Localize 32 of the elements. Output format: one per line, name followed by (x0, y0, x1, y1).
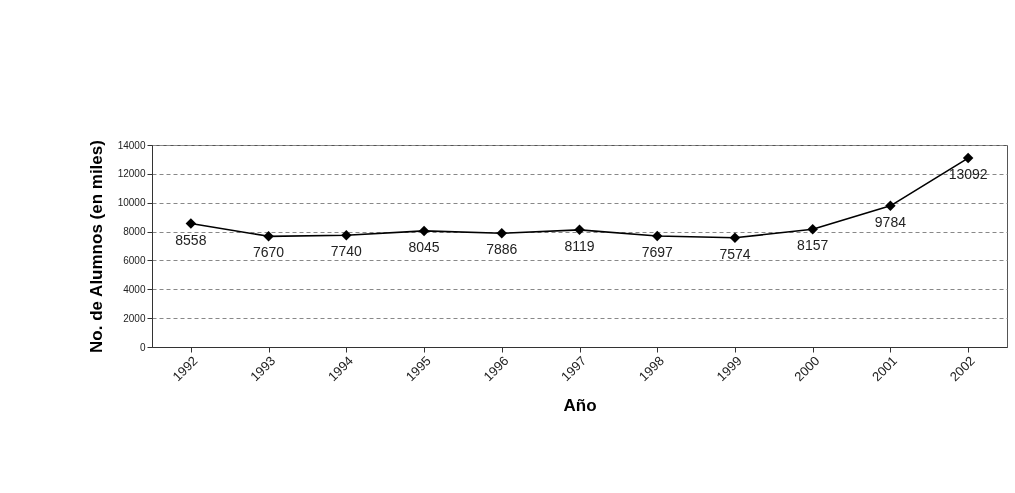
y-tick-label: 10000 (117, 197, 146, 209)
point (418, 225, 430, 237)
y-tick-label: 4000 (123, 283, 146, 295)
point (496, 227, 508, 239)
point (263, 231, 274, 242)
data-label: 7740 (330, 243, 363, 260)
y-tick-label: 6000 (123, 254, 146, 266)
data-label: 9784 (874, 213, 907, 230)
point (185, 218, 197, 229)
y-tick-label: 12000 (117, 168, 146, 180)
y-axis-title: No. de Alumnos (en miles) (86, 140, 106, 353)
point (341, 230, 352, 241)
point (962, 152, 974, 164)
data-label: 8157 (797, 237, 829, 254)
data-label: 7697 (641, 243, 674, 260)
point (651, 230, 663, 242)
data-label: 7670 (253, 244, 285, 261)
data-label: 8558 (175, 231, 207, 248)
data-label: 7574 (719, 245, 751, 262)
y-tick-label: 2000 (123, 312, 146, 324)
data-label: 13092 (948, 166, 988, 183)
data-label: 8045 (408, 238, 440, 255)
x-axis-title: Año (563, 396, 597, 416)
y-tick-label: 8000 (123, 226, 146, 238)
point (574, 224, 585, 236)
point (885, 200, 896, 212)
data-label: 8119 (564, 237, 595, 254)
point (807, 224, 818, 235)
point (729, 232, 741, 243)
y-tick-label: 14000 (117, 139, 146, 151)
y-tick-label: 0 (139, 341, 146, 353)
data-label: 7886 (486, 241, 518, 258)
